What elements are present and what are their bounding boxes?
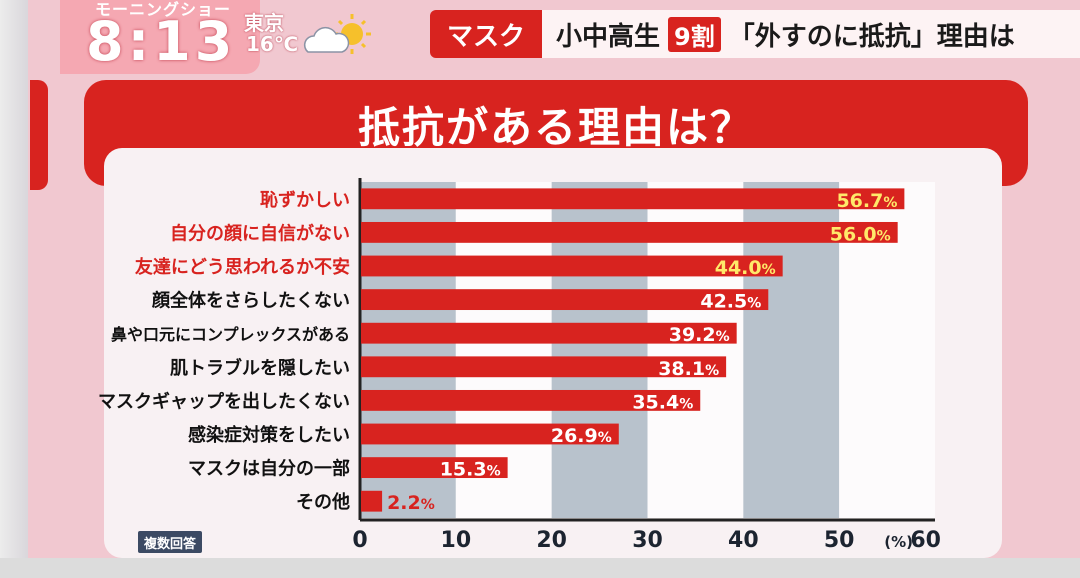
category-label: 友達にどう思われるか不安 bbox=[135, 256, 350, 278]
value-label: 38.1% bbox=[658, 358, 719, 380]
value-label: 56.0% bbox=[830, 223, 891, 245]
side-accent bbox=[30, 80, 48, 190]
category-label: マスクギャップを出したくない bbox=[98, 390, 350, 412]
value-label: 42.5% bbox=[700, 291, 761, 313]
category-label: 鼻や口元にコンプレックスがある bbox=[111, 325, 350, 344]
category-label: 恥ずかしい bbox=[260, 190, 350, 211]
program-name: モーニングショー bbox=[95, 0, 232, 19]
bar bbox=[361, 188, 905, 210]
category-label: 感染症対策をしたい bbox=[188, 424, 350, 446]
category-label: マスクは自分の一部 bbox=[188, 458, 350, 480]
bar bbox=[361, 389, 701, 411]
topic-badge: マスク bbox=[430, 10, 542, 58]
x-tick-label: 50 bbox=[824, 528, 855, 553]
bar bbox=[361, 255, 783, 277]
value-label: 15.3% bbox=[440, 459, 501, 481]
headline-badge: 9割 bbox=[668, 16, 721, 52]
x-tick-label: 20 bbox=[536, 528, 567, 553]
value-label: 44.0% bbox=[715, 257, 776, 279]
topic-badge-label: マスク bbox=[446, 21, 525, 52]
headline-part2: 「外すのに抵抗」理由は bbox=[728, 21, 1015, 52]
tv-bezel-bottom bbox=[0, 558, 1080, 578]
category-label: 肌トラブルを隠したい bbox=[170, 357, 350, 379]
value-label: 26.9% bbox=[551, 425, 612, 447]
bar bbox=[361, 356, 727, 378]
value-label: 35.4% bbox=[632, 391, 693, 413]
bar bbox=[361, 221, 898, 243]
bar bbox=[361, 490, 383, 512]
bar bbox=[361, 289, 769, 311]
x-tick-label: 30 bbox=[632, 528, 663, 553]
clock-time: 8:13 bbox=[86, 10, 237, 73]
clock-box bbox=[60, 0, 260, 74]
category-label: その他 bbox=[296, 491, 350, 513]
tv-bezel-left bbox=[0, 0, 30, 578]
partly-sunny-icon bbox=[303, 14, 371, 54]
value-label: 56.7% bbox=[836, 190, 897, 212]
x-tick-label: 0 bbox=[352, 528, 367, 553]
bar bbox=[361, 322, 737, 344]
x-tick-label: 60 bbox=[910, 528, 941, 553]
bar bbox=[361, 457, 508, 479]
headline-bar: 小中高生 9割 「外すのに抵抗」理由は bbox=[542, 10, 1080, 58]
x-tick-label: 10 bbox=[441, 528, 472, 553]
category-label: 顔全体をさらしたくない bbox=[151, 290, 350, 312]
weather-temperature: 16℃ bbox=[246, 32, 299, 56]
headline-part1: 小中高生 bbox=[556, 21, 661, 52]
x-axis-unit: (%) bbox=[884, 533, 913, 551]
value-label: 2.2% bbox=[387, 492, 435, 514]
x-tick-label: 40 bbox=[728, 528, 759, 553]
value-label: 39.2% bbox=[669, 324, 730, 346]
chart-title: 抵抗がある理由は？ bbox=[357, 103, 754, 152]
multiple-answer-note: 複数回答 bbox=[138, 531, 203, 553]
category-label: 自分の顔に自信がない bbox=[170, 222, 350, 244]
bar bbox=[361, 423, 619, 445]
weather-city: 東京 bbox=[244, 11, 284, 35]
